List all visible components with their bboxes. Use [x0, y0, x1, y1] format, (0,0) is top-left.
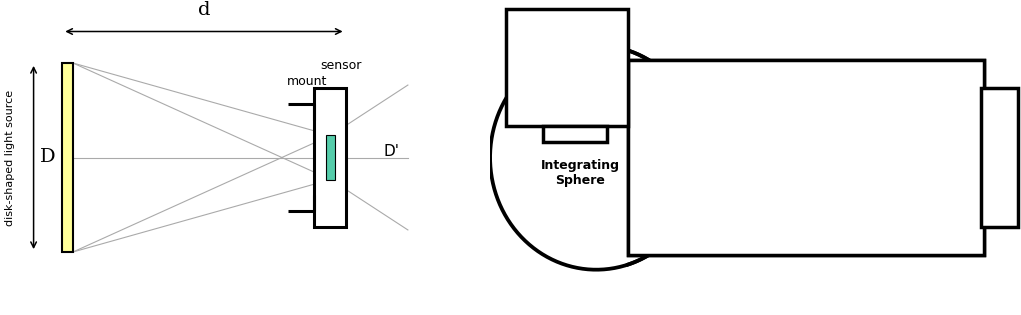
Bar [628, 60, 984, 255]
Text: d: d [198, 1, 210, 19]
Bar [981, 88, 1018, 227]
Bar [506, 9, 628, 126]
Polygon shape [62, 63, 72, 252]
Bar [596, 60, 1021, 255]
Text: D: D [40, 148, 56, 167]
Text: mount: mount [287, 75, 328, 88]
Bar [543, 126, 606, 142]
Text: Distance: Distance [773, 150, 839, 165]
Text: DUT: DUT [985, 151, 1015, 164]
Text: disk-shaped light source: disk-shaped light source [5, 89, 14, 226]
Text: D': D' [384, 144, 400, 159]
Polygon shape [314, 88, 345, 227]
Bar [628, 60, 984, 255]
Text: Light
Source: Light Source [543, 54, 591, 82]
Polygon shape [490, 45, 702, 270]
Polygon shape [327, 135, 335, 180]
Text: Integrating
Sphere: Integrating Sphere [541, 159, 620, 187]
Text: sensor: sensor [320, 60, 361, 72]
